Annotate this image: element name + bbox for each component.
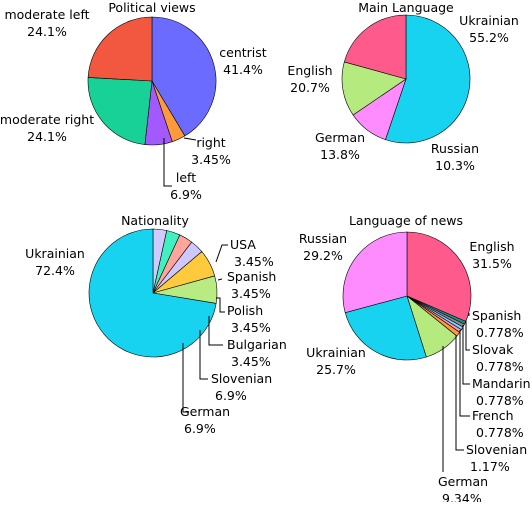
slice-label-moderate-left: moderate left	[4, 7, 89, 22]
leader-line-bulgarian	[208, 316, 223, 346]
pie-slice-english	[343, 14, 407, 80]
leader-line-slovenian	[199, 330, 208, 380]
pie-chart-main-language: Main Language Ukrainian 55.2% Russian 10.3% G…	[287, 0, 518, 173]
slice-value-ukrainian: 25.7%	[316, 362, 356, 377]
slice-value-russian: 10.3%	[435, 158, 475, 173]
slice-label-german: German	[438, 474, 488, 489]
slice-value-left: 6.9%	[170, 187, 202, 202]
slice-value-ukrainian: 55.2%	[469, 30, 509, 45]
slice-label-polish: Polish	[227, 303, 263, 318]
slice-label-russian: Russian	[299, 231, 347, 246]
slice-label-moderate-right: moderate right	[0, 112, 94, 127]
slice-label-ukrainian: Ukrainian	[459, 13, 519, 28]
slice-label-german: German	[180, 404, 230, 419]
slice-label-german: German	[315, 130, 365, 145]
slice-value-russian: 29.2%	[303, 248, 343, 263]
slice-label-ukrainian: Ukrainian	[306, 345, 366, 360]
slice-value-slovenian: 1.17%	[470, 459, 510, 474]
pie-slice-ukrainian	[385, 14, 471, 144]
slice-value-german: 6.9%	[184, 421, 216, 436]
slice-label-slovenian: Slovenian	[211, 371, 272, 386]
slice-value-moderate-left: 24.1%	[27, 24, 67, 39]
slice-label-left: left	[176, 170, 196, 185]
leader-line-german	[182, 343, 189, 413]
slice-label-usa: USA	[230, 237, 256, 252]
slice-value-ukrainian: 72.4%	[35, 263, 75, 278]
slice-value-moderate-right: 24.1%	[27, 129, 67, 144]
pie-slice-english	[406, 231, 472, 322]
slice-value-english: 31.5%	[472, 256, 512, 271]
slice-label-french: French	[472, 408, 514, 423]
leader-line-slovenian	[455, 335, 464, 451]
pie-slice-ukrainian	[344, 295, 427, 361]
slice-label-slovak: Slovak	[472, 342, 514, 357]
slice-value-centrist: 41.4%	[223, 62, 263, 77]
slice-label-english: English	[469, 239, 514, 254]
pie-slice-moderate-left	[87, 16, 153, 82]
slice-value-english: 20.7%	[290, 80, 330, 95]
slice-value-bulgarian: 3.45%	[231, 354, 271, 369]
leader-line-polish	[216, 297, 225, 313]
pie-chart-nationality: NationalityUSA3.45%Spanish3.45%Polish3.4…	[25, 213, 287, 436]
slice-label-slovenian: Slovenian	[466, 442, 527, 457]
pie-chart-political-views: Political views centrist 41.4% right 3.45% le…	[0, 0, 267, 202]
slice-value-german: 13.8%	[320, 147, 360, 162]
slice-label-right: right	[196, 135, 225, 150]
leader-line-spanish	[217, 278, 223, 281]
pie-slice-centrist	[151, 16, 217, 137]
leader-line-usa	[215, 244, 228, 263]
slice-value-spanish: 3.45%	[231, 286, 271, 301]
slice-value-german: 9.34%	[442, 491, 482, 502]
chart-title: Main Language	[358, 0, 454, 15]
pie-slice-ukrainian	[88, 228, 217, 358]
slice-label-centrist: centrist	[219, 45, 267, 60]
slice-label-bulgarian: Bulgarian	[227, 337, 287, 352]
slice-value-usa: 3.45%	[234, 254, 274, 269]
slice-value-polish: 3.45%	[231, 320, 271, 335]
leader-line-right	[183, 137, 197, 141]
pie-slice-german	[341, 61, 407, 116]
slice-value-right: 3.45%	[191, 152, 231, 167]
slice-label-mandarin: Mandarin	[472, 376, 531, 391]
slice-label-spanish: Spanish	[472, 308, 521, 323]
slice-value-french: 0.778%	[476, 425, 524, 440]
slice-label-ukrainian: Ukrainian	[25, 246, 85, 261]
slice-value-slovak: 0.778%	[476, 359, 524, 374]
pie-slice-russian	[342, 231, 408, 314]
slice-value-slovenian: 6.9%	[215, 388, 247, 403]
slice-value-mandarin: 0.778%	[476, 393, 524, 408]
leader-line-french	[459, 330, 470, 417]
slice-label-english: English	[287, 63, 332, 78]
pie-slice-moderate-right	[87, 77, 153, 145]
leader-line-mandarin	[462, 325, 470, 385]
leader-line-left	[163, 138, 172, 187]
slice-label-russian: Russian	[431, 141, 479, 156]
leader-line-slovak	[465, 320, 470, 351]
chart-title: Nationality	[121, 213, 189, 228]
pie-chart-language-of-news: Language of news English 31.5% Spanish 0.778…	[299, 213, 531, 506]
slice-label-spanish: Spanish	[227, 269, 276, 284]
chart-title: Political views	[108, 0, 195, 15]
slice-value-spanish: 0.778%	[476, 325, 524, 340]
chart-title: Language of news	[349, 213, 463, 228]
